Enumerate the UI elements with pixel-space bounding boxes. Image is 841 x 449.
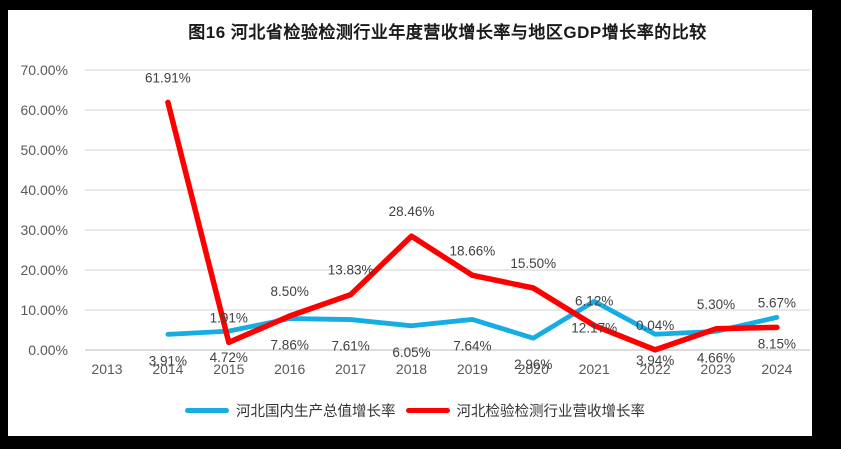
- data-label-gdp-growth-2016: 7.86%: [271, 338, 309, 353]
- x-axis-tick-label: 2014: [152, 361, 183, 377]
- data-label-gdp-growth-2015: 4.72%: [210, 350, 248, 365]
- legend-item-revenue: 河北检验检测行业营收增长率: [405, 400, 646, 421]
- y-axis-tick-label: 40.00%: [21, 182, 68, 198]
- legend: 河北国内生产总值增长率 河北检验检测行业营收增长率: [85, 400, 745, 421]
- data-label-testing-revenue-growth-2022: 0.04%: [636, 318, 674, 333]
- revenue-line-swatch: [405, 408, 450, 413]
- gdp-growth-line: [165, 298, 780, 341]
- data-label-testing-revenue-growth-2019: 18.66%: [450, 243, 496, 258]
- x-axis-tick-label: 2015: [213, 361, 244, 377]
- data-label-testing-revenue-growth-2018: 28.46%: [389, 204, 435, 219]
- x-axis-tick-label: 2018: [396, 361, 427, 377]
- data-label-gdp-growth-2022: 3.94%: [636, 353, 674, 368]
- chart-panel: 图16 河北省检验检测行业年度营收增长率与地区GDP增长率的比较 0.00% 10…: [8, 10, 812, 436]
- x-axis-tick-label: 2020: [518, 361, 549, 377]
- gdp-line-swatch: [185, 408, 229, 413]
- data-label-gdp-growth-2023: 4.66%: [697, 350, 735, 365]
- x-axis-tick-label: 2021: [579, 361, 610, 377]
- testing-revenue-growth-line: [165, 99, 780, 353]
- data-label-gdp-growth-2019: 7.64%: [453, 338, 491, 353]
- data-label-testing-revenue-growth-2024: 5.67%: [758, 295, 796, 310]
- line-chart: 0.00% 10.00% 20.00% 30.00% 40.00% 50.00% 60.00…: [21, 62, 810, 377]
- data-label-testing-revenue-growth-2016: 8.50%: [271, 284, 309, 299]
- y-axis-tick-label: 60.00%: [21, 102, 68, 118]
- x-axis-tick-label: 2019: [457, 361, 488, 377]
- chart-title: 图16 河北省检验检测行业年度营收增长率与地区GDP增长率的比较: [188, 23, 707, 42]
- data-label-testing-revenue-growth-2020: 15.50%: [510, 256, 556, 271]
- x-axis-tick-label: 2024: [761, 361, 792, 377]
- x-axis-tick-label: 2016: [274, 361, 305, 377]
- legend-label-revenue: 河北检验检测行业营收增长率: [456, 404, 646, 420]
- data-label-testing-revenue-growth-2017: 13.83%: [328, 263, 374, 278]
- y-axis-tick-label: 0.00%: [28, 342, 68, 358]
- data-label-testing-revenue-growth-2014: 61.91%: [145, 70, 191, 85]
- data-label-testing-revenue-growth-2023: 5.30%: [697, 297, 735, 312]
- y-axis-tick-label: 70.00%: [21, 62, 68, 78]
- y-axis-tick-label: 50.00%: [21, 142, 68, 158]
- data-label-gdp-growth-2024: 8.15%: [758, 336, 796, 351]
- data-label-gdp-growth-2017: 7.61%: [331, 339, 369, 354]
- y-axis-tick-label: 30.00%: [21, 222, 68, 238]
- x-axis-tick-label: 2023: [700, 361, 731, 377]
- data-label-testing-revenue-growth-2015: 1.91%: [210, 310, 248, 325]
- data-label-gdp-growth-2020: 2.96%: [514, 357, 552, 372]
- data-label-gdp-growth-2021: 12.17%: [571, 320, 617, 335]
- x-axis-tick-label: 2022: [640, 361, 671, 377]
- x-axis-tick-label: 2017: [335, 361, 366, 377]
- data-label-gdp-growth-2014: 3.91%: [149, 353, 187, 368]
- x-axis-tick-label: 2013: [91, 361, 122, 377]
- y-axis-tick-label: 20.00%: [21, 262, 68, 278]
- data-label-gdp-growth-2018: 6.05%: [392, 345, 430, 360]
- legend-item-gdp: 河北国内生产总值增长率: [185, 400, 396, 421]
- legend-label-gdp: 河北国内生产总值增长率: [236, 404, 396, 420]
- data-label-testing-revenue-growth-2021: 6.12%: [575, 294, 613, 309]
- y-axis-tick-label: 10.00%: [21, 302, 68, 318]
